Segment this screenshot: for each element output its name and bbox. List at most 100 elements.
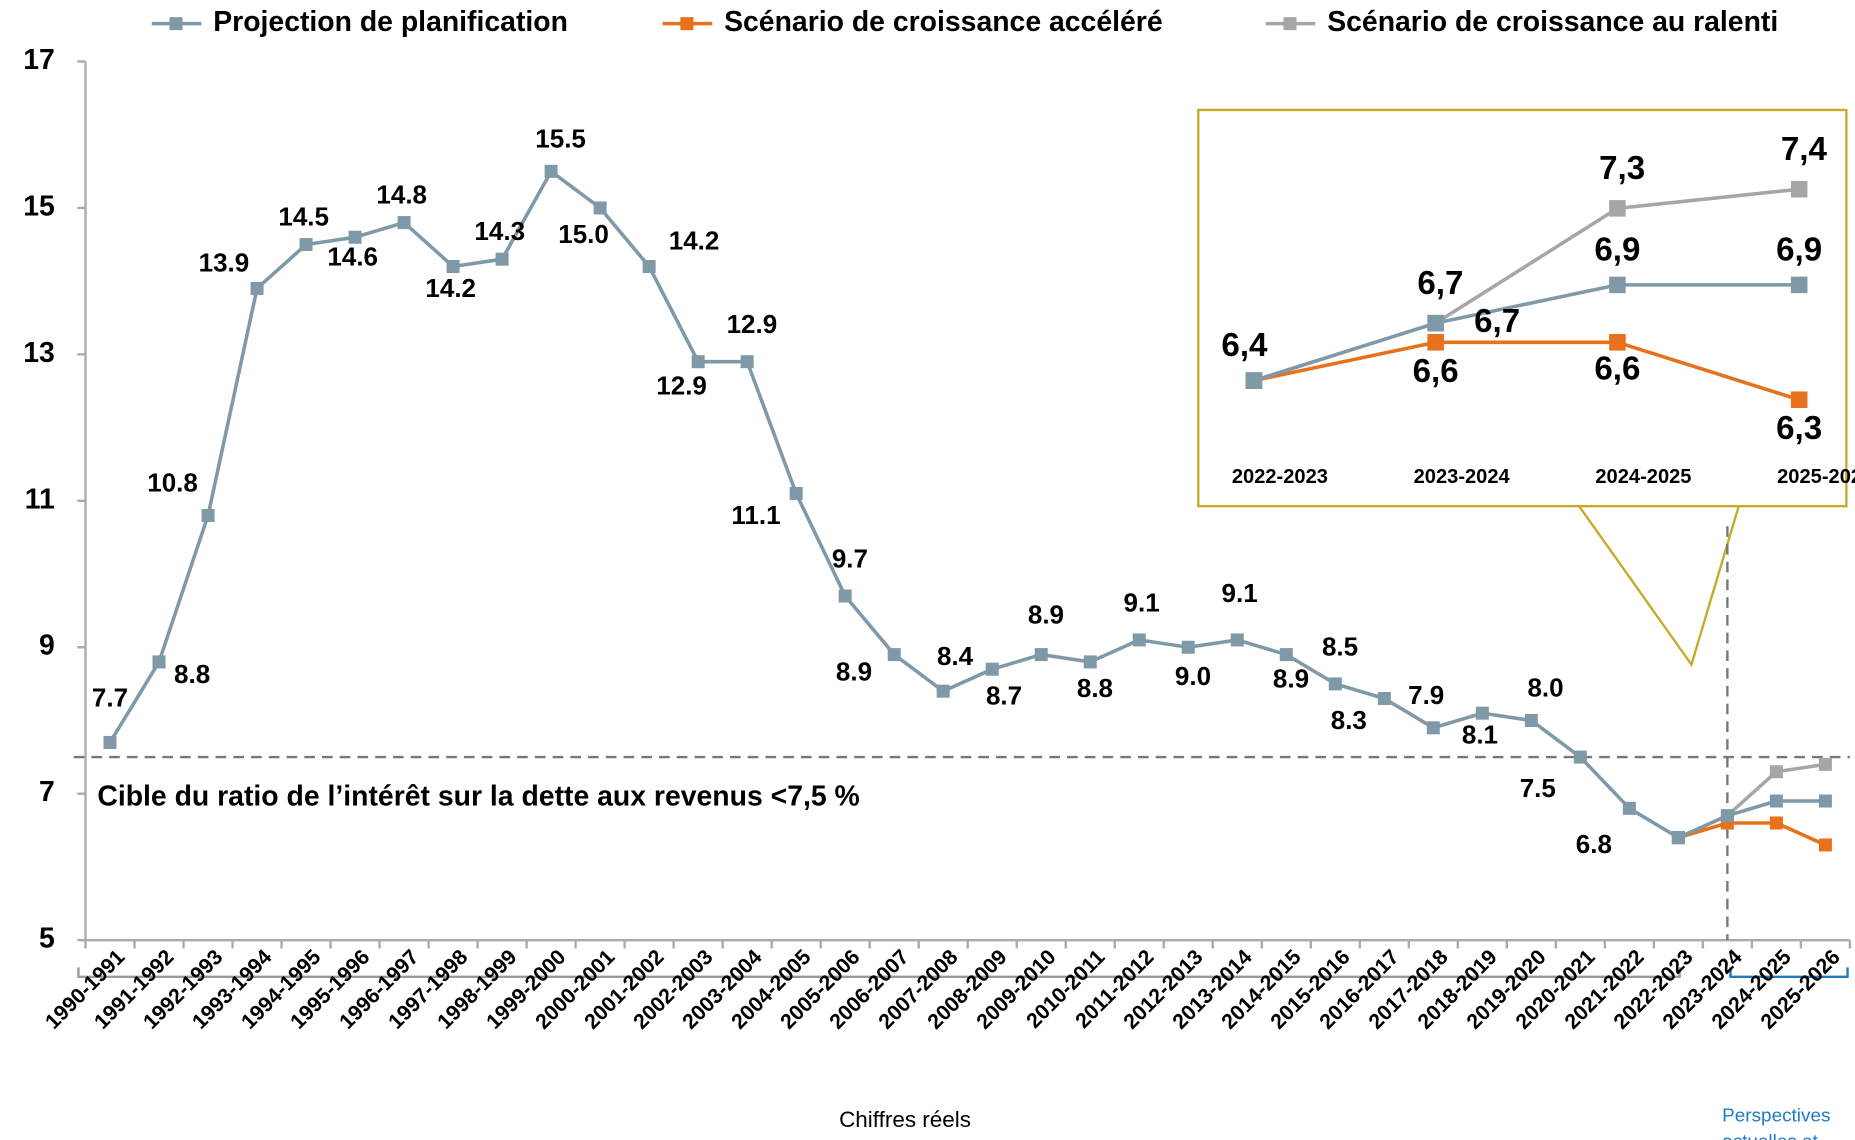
point — [446, 260, 460, 274]
legend-swatch — [1283, 17, 1297, 31]
data-label: 14.5 — [278, 201, 329, 231]
data-label: 15.0 — [558, 219, 609, 249]
legend-swatch — [680, 17, 694, 31]
point — [1818, 838, 1832, 852]
inset-data-label: 6,3 — [1776, 410, 1822, 447]
data-label: 9.0 — [1175, 661, 1211, 691]
data-label: 8.8 — [1077, 673, 1113, 703]
data-label: 14.2 — [425, 273, 476, 303]
point — [1377, 692, 1391, 706]
bracket-label: actuelles et — [1722, 1131, 1818, 1140]
point — [544, 164, 558, 178]
point — [1181, 640, 1195, 654]
series-line — [1253, 340, 1800, 402]
data-label: 7.5 — [1520, 773, 1556, 803]
bracket-label: Chiffres réels — [839, 1107, 971, 1132]
bracket — [77, 967, 1681, 978]
data-label: 8.7 — [986, 680, 1022, 710]
data-label: 11.1 — [731, 500, 780, 530]
point — [1279, 648, 1293, 662]
data-label: 8.3 — [1331, 705, 1367, 735]
point — [593, 201, 607, 215]
point — [1132, 633, 1146, 647]
annotation: Cible du ratio de l’intérêt sur la dette… — [97, 781, 859, 813]
point — [1622, 801, 1636, 815]
legend-label: Scénario de croissance accéléré — [724, 6, 1163, 38]
data-label: 8.9 — [836, 656, 872, 686]
point — [789, 486, 803, 501]
series-line — [1677, 821, 1827, 847]
data-label: 8.0 — [1527, 673, 1563, 703]
bracket — [1729, 967, 1849, 978]
legend-label: Projection de planification — [213, 6, 568, 38]
data-label: 6.8 — [1576, 829, 1612, 859]
point — [1475, 706, 1489, 720]
inset-data-label: 6,6 — [1413, 353, 1459, 390]
data-label: 14.3 — [474, 216, 525, 246]
data-label: 14.6 — [327, 241, 378, 271]
point — [1034, 648, 1048, 662]
inset-data-label: 7,3 — [1599, 150, 1645, 187]
point — [103, 735, 117, 749]
point — [495, 252, 509, 266]
point — [1818, 757, 1832, 771]
data-label: 9.7 — [832, 543, 868, 573]
bracket-label: Perspectives — [1722, 1105, 1830, 1126]
point — [299, 238, 313, 252]
point — [1426, 721, 1440, 735]
point — [1230, 633, 1244, 647]
inset-category: 2024-2025 — [1595, 466, 1691, 488]
y-tick-label: 15 — [23, 190, 55, 222]
point — [1573, 750, 1587, 764]
point — [1769, 816, 1783, 830]
point — [348, 230, 362, 244]
y-tick-label: 11 — [25, 483, 55, 515]
inset-callout — [1578, 505, 1740, 668]
point — [1427, 334, 1444, 351]
point — [1245, 372, 1263, 389]
data-label: 8.9 — [1028, 600, 1064, 630]
point — [1769, 765, 1783, 779]
inset-frame — [1197, 108, 1848, 508]
point — [1790, 180, 1808, 198]
data-label: 8.9 — [1273, 663, 1309, 693]
data-label: 12.9 — [727, 309, 778, 339]
data-label: 14.2 — [669, 226, 720, 256]
point — [1609, 200, 1626, 217]
point — [642, 260, 656, 274]
point — [1671, 831, 1685, 845]
series-line — [108, 168, 1826, 840]
point — [1790, 276, 1808, 294]
point — [1427, 314, 1444, 332]
point — [838, 589, 852, 603]
data-label: 14.8 — [376, 179, 427, 209]
y-tick-label: 17 — [23, 44, 55, 76]
legend-label: Scénario de croissance au ralenti — [1327, 6, 1778, 38]
inset-category: 2025-2026 — [1777, 466, 1855, 488]
data-label: 8.4 — [937, 641, 974, 671]
legend-swatch — [169, 17, 183, 31]
series-line — [1253, 283, 1800, 383]
inset-category: 2022-2023 — [1232, 466, 1328, 488]
data-label: 12.9 — [656, 371, 707, 401]
y-tick-label: 7 — [39, 776, 55, 808]
data-label: 7.9 — [1408, 680, 1444, 710]
point — [1609, 334, 1626, 351]
data-label: 15.5 — [535, 123, 586, 153]
data-label: 13.9 — [199, 248, 250, 278]
data-label: 8.5 — [1322, 631, 1358, 661]
inset-data-label: 7,4 — [1781, 131, 1828, 168]
point — [1769, 794, 1783, 808]
inset-data-label: 6,7 — [1417, 265, 1463, 302]
inset-data-label: 6,7 — [1474, 303, 1520, 340]
data-label: 9.1 — [1222, 578, 1258, 608]
y-tick-label: 13 — [23, 337, 55, 369]
inset-data-label: 6,9 — [1776, 232, 1822, 269]
point — [1524, 713, 1538, 727]
point — [1818, 794, 1832, 808]
y-tick-label: 9 — [39, 630, 55, 662]
y-tick-label: 5 — [39, 923, 55, 955]
inset-data-label: 6,4 — [1221, 327, 1268, 364]
